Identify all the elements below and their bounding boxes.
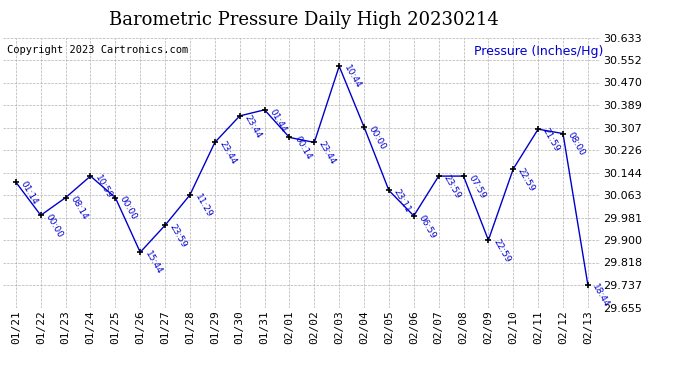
Text: 10:44: 10:44 (342, 63, 362, 90)
Text: 22:59: 22:59 (491, 237, 512, 264)
Text: 23:59: 23:59 (168, 222, 188, 249)
Text: 23:44: 23:44 (217, 140, 238, 166)
Text: 00:14: 00:14 (293, 135, 313, 162)
Text: 23:11: 23:11 (392, 188, 413, 214)
Text: 00:00: 00:00 (367, 124, 388, 151)
Text: 21:59: 21:59 (541, 126, 562, 153)
Text: 18:44: 18:44 (591, 282, 611, 309)
Text: 23:59: 23:59 (442, 173, 462, 200)
Text: 08:14: 08:14 (68, 195, 89, 222)
Text: 23:44: 23:44 (317, 140, 337, 166)
Text: 00:00: 00:00 (43, 213, 64, 239)
Text: 10:59: 10:59 (93, 173, 114, 200)
Text: Barometric Pressure Daily High 20230214: Barometric Pressure Daily High 20230214 (109, 11, 498, 29)
Text: 23:44: 23:44 (242, 113, 263, 140)
Text: 08:00: 08:00 (566, 131, 586, 158)
Text: 15:44: 15:44 (143, 249, 164, 276)
Text: 22:59: 22:59 (516, 166, 537, 193)
Text: Copyright 2023 Cartronics.com: Copyright 2023 Cartronics.com (7, 45, 188, 55)
Text: 11:29: 11:29 (193, 192, 213, 219)
Text: 07:59: 07:59 (466, 173, 487, 200)
Text: 06:59: 06:59 (417, 213, 437, 240)
Text: 01:14: 01:14 (19, 179, 39, 206)
Text: Pressure (Inches/Hg): Pressure (Inches/Hg) (475, 45, 604, 58)
Text: 01:44: 01:44 (267, 107, 288, 134)
Text: 00:00: 00:00 (118, 195, 139, 222)
